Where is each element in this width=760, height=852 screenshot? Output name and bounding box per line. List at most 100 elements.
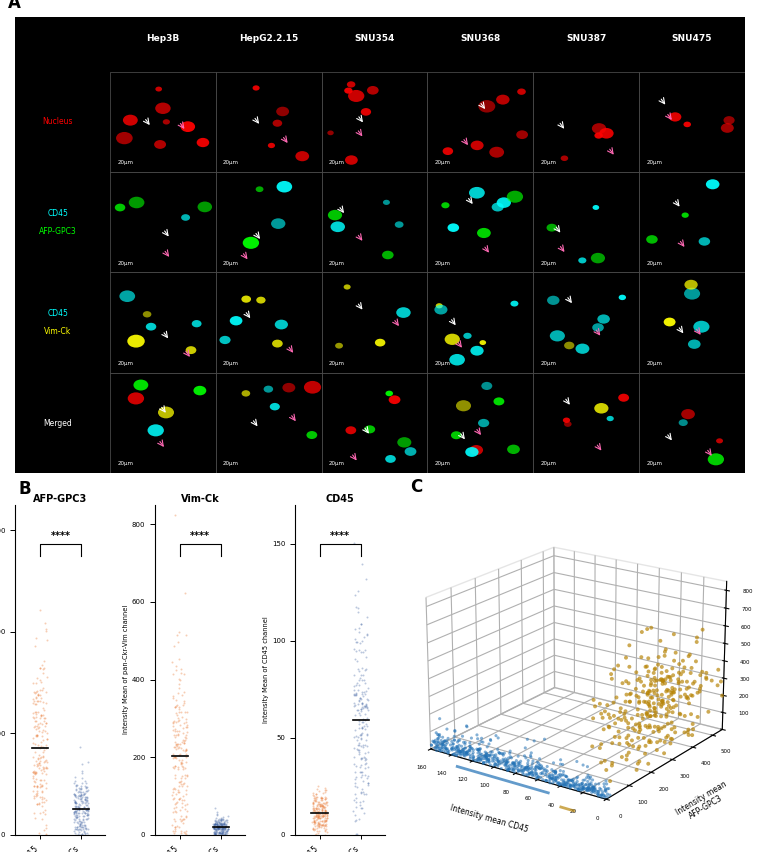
Point: [319, 807, 331, 820]
Point: [177, 790, 189, 803]
Point: [318, 800, 331, 814]
Point: [307, 799, 319, 813]
Point: [316, 798, 328, 812]
Ellipse shape: [592, 124, 606, 134]
Point: [350, 826, 363, 840]
Point: [314, 811, 326, 825]
Point: [68, 807, 80, 820]
Point: [28, 792, 40, 805]
Point: [354, 708, 366, 722]
Ellipse shape: [511, 301, 518, 307]
Point: [360, 663, 372, 676]
Point: [360, 684, 372, 698]
Point: [353, 673, 365, 687]
Ellipse shape: [606, 416, 614, 421]
Point: [356, 689, 369, 703]
Point: [347, 669, 359, 682]
Point: [216, 822, 228, 836]
Point: [35, 709, 47, 722]
Point: [179, 826, 192, 840]
Point: [317, 786, 329, 799]
Point: [31, 694, 43, 707]
Point: [38, 654, 50, 668]
Point: [217, 826, 229, 840]
Point: [32, 738, 44, 751]
Point: [355, 786, 367, 799]
Point: [173, 724, 185, 738]
Point: [35, 676, 47, 689]
Point: [27, 736, 39, 750]
Point: [349, 787, 361, 801]
Point: [73, 815, 85, 828]
Point: [28, 711, 40, 725]
Bar: [639, 172, 745, 273]
Point: [353, 721, 366, 734]
Point: [35, 751, 47, 764]
Point: [80, 793, 92, 807]
Point: [74, 789, 86, 803]
Point: [169, 700, 181, 714]
Point: [78, 800, 90, 814]
Point: [169, 724, 182, 738]
Point: [314, 799, 326, 813]
Point: [310, 827, 322, 841]
Point: [74, 809, 86, 823]
Point: [217, 820, 229, 834]
Bar: [427, 72, 534, 172]
Point: [310, 790, 322, 803]
Point: [181, 769, 193, 783]
Point: [353, 694, 365, 708]
Point: [215, 826, 227, 840]
Point: [74, 782, 86, 796]
Point: [173, 672, 185, 686]
Bar: [639, 373, 745, 473]
Point: [36, 795, 49, 809]
Text: C: C: [410, 478, 423, 496]
Ellipse shape: [470, 445, 483, 455]
Point: [315, 818, 328, 832]
Point: [209, 816, 221, 830]
Point: [27, 771, 39, 785]
Point: [360, 717, 372, 730]
Point: [30, 707, 43, 721]
Point: [212, 814, 224, 827]
Point: [350, 827, 363, 841]
Point: [348, 793, 360, 807]
Point: [72, 786, 84, 799]
Ellipse shape: [277, 181, 292, 193]
Point: [221, 813, 233, 826]
Point: [360, 787, 372, 801]
Ellipse shape: [578, 257, 587, 263]
Point: [207, 819, 220, 832]
Point: [319, 815, 331, 828]
Point: [33, 661, 46, 675]
Point: [218, 815, 230, 829]
Point: [69, 811, 81, 825]
Point: [211, 820, 223, 833]
Point: [312, 780, 325, 793]
Point: [351, 676, 363, 690]
Point: [210, 828, 222, 842]
Point: [209, 827, 221, 841]
Point: [312, 806, 324, 820]
Ellipse shape: [442, 147, 453, 155]
Point: [166, 782, 179, 796]
Point: [359, 752, 372, 766]
Point: [36, 790, 49, 803]
Point: [222, 822, 234, 836]
Point: [179, 730, 192, 744]
Ellipse shape: [252, 85, 260, 90]
Point: [72, 816, 84, 830]
Point: [34, 691, 46, 705]
Point: [318, 796, 330, 809]
Point: [350, 792, 362, 805]
Point: [357, 719, 369, 733]
Point: [81, 808, 93, 821]
Point: [214, 828, 226, 842]
Point: [68, 787, 81, 801]
Point: [310, 787, 322, 801]
Ellipse shape: [115, 204, 125, 211]
Point: [180, 728, 192, 741]
Point: [349, 709, 361, 722]
Point: [355, 618, 367, 631]
